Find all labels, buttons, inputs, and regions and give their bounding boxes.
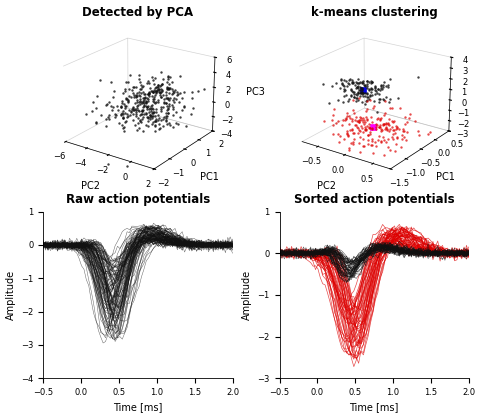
X-axis label: Time [ms]: Time [ms] [113,403,162,413]
Y-axis label: PC1: PC1 [200,172,218,182]
Title: Sorted action potentials: Sorted action potentials [293,194,454,206]
Title: k-means clustering: k-means clustering [310,5,437,18]
Title: Detected by PCA: Detected by PCA [82,5,193,18]
Y-axis label: PC1: PC1 [435,172,455,182]
Y-axis label: Amplitude: Amplitude [6,270,15,320]
Y-axis label: Amplitude: Amplitude [241,270,252,320]
X-axis label: PC2: PC2 [317,181,336,191]
X-axis label: Time [ms]: Time [ms] [349,403,398,413]
Title: Raw action potentials: Raw action potentials [66,194,210,206]
X-axis label: PC2: PC2 [81,181,100,191]
